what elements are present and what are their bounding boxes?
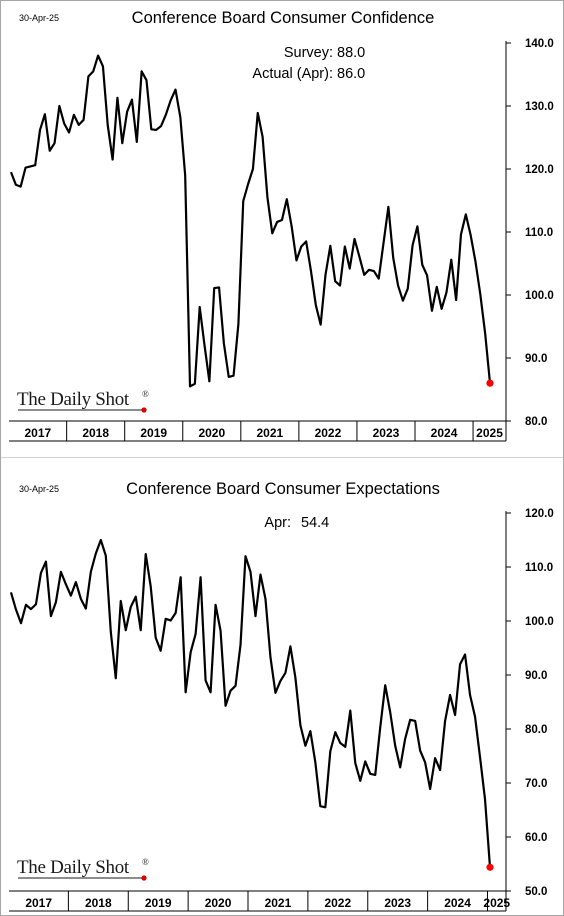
y-tick-label: 50.0 (525, 886, 547, 898)
y-tick-label: 90.0 (525, 353, 547, 365)
y-tick-label: 80.0 (525, 724, 547, 736)
consumer-confidence-chart: 30-Apr-25 Conference Board Consumer Confi… (9, 9, 554, 442)
chart-title: Conference Board Consumer Confidence (132, 9, 435, 27)
brand-red-dot (141, 407, 147, 413)
brand-text: The Daily Shot (17, 857, 130, 878)
series-line (9, 538, 492, 868)
x-tick-label: 2021 (257, 426, 284, 440)
series-line (9, 54, 492, 388)
date-stamp: 30-Apr-25 (19, 13, 59, 23)
annotation-value: 54.4 (301, 515, 329, 531)
x-tick-label: 2024 (444, 896, 471, 910)
chart-title: Conference Board Consumer Expectations (126, 480, 440, 498)
y-tick-label: 70.0 (525, 778, 547, 790)
x-tick-label: 2017 (24, 426, 51, 440)
brand-registered-mark: ® (142, 389, 149, 399)
x-tick-label: 2021 (265, 896, 292, 910)
x-tick-label: 2023 (384, 896, 411, 910)
annotation-value: 86.0 (337, 66, 365, 82)
x-tick-label: 2022 (324, 896, 351, 910)
x-tick-label: 2025 (483, 896, 510, 910)
y-tick-label: 60.0 (525, 832, 547, 844)
final-point-marker (486, 379, 494, 387)
daily-shot-logo: The Daily Shot ® (17, 389, 149, 413)
x-tick-label: 2020 (205, 896, 232, 910)
y-tick-label: 130.0 (525, 101, 554, 113)
x-tick-label: 2017 (25, 896, 52, 910)
y-tick-label: 140.0 (525, 38, 554, 50)
annotation-label: Apr: (264, 515, 291, 531)
y-tick-label: 80.0 (525, 416, 547, 428)
y-tick-label: 90.0 (525, 670, 547, 682)
consumer-expectations-chart: 30-Apr-25 Conference Board Consumer Expec… (9, 480, 554, 912)
brand-registered-mark: ® (142, 857, 149, 867)
daily-shot-logo: The Daily Shot ® (17, 857, 149, 881)
annotation-label: Actual (Apr): (252, 66, 333, 82)
x-tick-label: 2020 (198, 426, 225, 440)
x-tick-label: 2018 (85, 896, 112, 910)
panel-divider (1, 457, 563, 458)
x-tick-label: 2024 (431, 426, 458, 440)
y-tick-label: 110.0 (525, 227, 553, 239)
final-point-marker (486, 863, 494, 871)
y-tick-label: 100.0 (525, 616, 554, 628)
y-tick-label: 120.0 (525, 164, 554, 176)
consumer-expectations-panel: 30-Apr-25 Conference Board Consumer Expec… (1, 467, 563, 915)
brand-red-dot (141, 875, 147, 881)
brand-text: The Daily Shot (17, 389, 130, 410)
x-tick-label: 2025 (476, 426, 503, 440)
y-tick-label: 100.0 (525, 290, 554, 302)
x-tick-label: 2019 (140, 426, 167, 440)
date-stamp: 30-Apr-25 (19, 484, 59, 494)
x-tick-label: 2023 (373, 426, 400, 440)
annotation-value: 88.0 (337, 45, 365, 61)
x-tick-label: 2018 (82, 426, 109, 440)
annotation-label: Survey: (284, 45, 333, 61)
consumer-confidence-panel: 30-Apr-25 Conference Board Consumer Confi… (1, 1, 563, 452)
y-tick-label: 120.0 (525, 508, 554, 520)
y-tick-label: 110.0 (525, 562, 553, 574)
x-tick-label: 2019 (145, 896, 172, 910)
x-tick-label: 2022 (315, 426, 342, 440)
